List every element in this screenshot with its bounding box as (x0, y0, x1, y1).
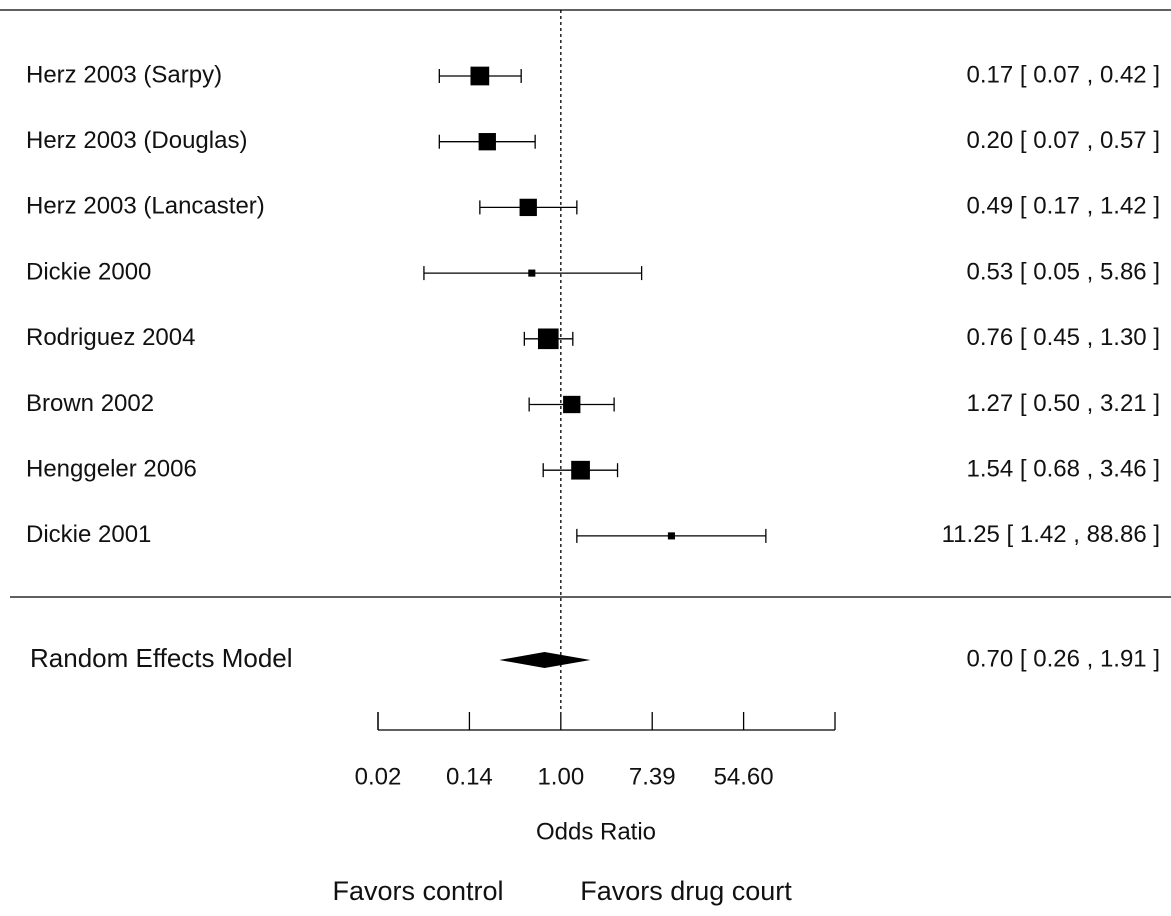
study-value-label: 0.49 [ 0.17 , 1.42 ] (967, 193, 1160, 220)
point-estimate (537, 328, 559, 350)
point-estimate (528, 269, 536, 277)
point-estimate (571, 460, 590, 480)
point-estimate (470, 66, 490, 86)
x-axis-label: Odds Ratio (536, 818, 656, 845)
study-label: Brown 2002 (26, 390, 154, 417)
study-label: Herz 2003 (Douglas) (26, 127, 247, 154)
study-label: Herz 2003 (Sarpy) (26, 61, 222, 88)
right-annotation: Favors drug court (580, 876, 792, 906)
study-value-label: 1.54 [ 0.68 , 3.46 ] (967, 456, 1160, 483)
study-value-label: 0.53 [ 0.05 , 5.86 ] (967, 258, 1160, 285)
study-value-label: 0.17 [ 0.07 , 0.42 ] (967, 61, 1160, 88)
study-value-label: 0.76 [ 0.45 , 1.30 ] (967, 324, 1160, 351)
study-label: Dickie 2001 (26, 521, 151, 548)
x-tick-label: 0.14 (446, 763, 493, 790)
study-value-label: 0.20 [ 0.07 , 0.57 ] (967, 127, 1160, 154)
x-tick-label: 1.00 (537, 763, 584, 790)
x-tick-label: 7.39 (629, 763, 676, 790)
study-label: Henggeler 2006 (26, 456, 197, 483)
point-estimate (563, 395, 581, 414)
study-label: Rodriguez 2004 (26, 324, 195, 351)
summary-label: Random Effects Model (30, 643, 293, 673)
study-label: Dickie 2000 (26, 258, 151, 285)
left-annotation: Favors control (332, 876, 503, 906)
summary-diamond (499, 652, 591, 668)
x-tick-label: 0.02 (355, 763, 402, 790)
point-estimate (478, 133, 496, 151)
summary-value-label: 0.70 [ 0.26 , 1.91 ] (967, 645, 1160, 672)
x-tick-label: 54.60 (714, 763, 774, 790)
study-value-label: 11.25 [ 1.42 , 88.86 ] (942, 521, 1160, 548)
point-estimate (519, 198, 537, 217)
study-label: Herz 2003 (Lancaster) (26, 193, 265, 220)
study-value-label: 1.27 [ 0.50 , 3.21 ] (967, 390, 1160, 417)
point-estimate (667, 532, 675, 540)
